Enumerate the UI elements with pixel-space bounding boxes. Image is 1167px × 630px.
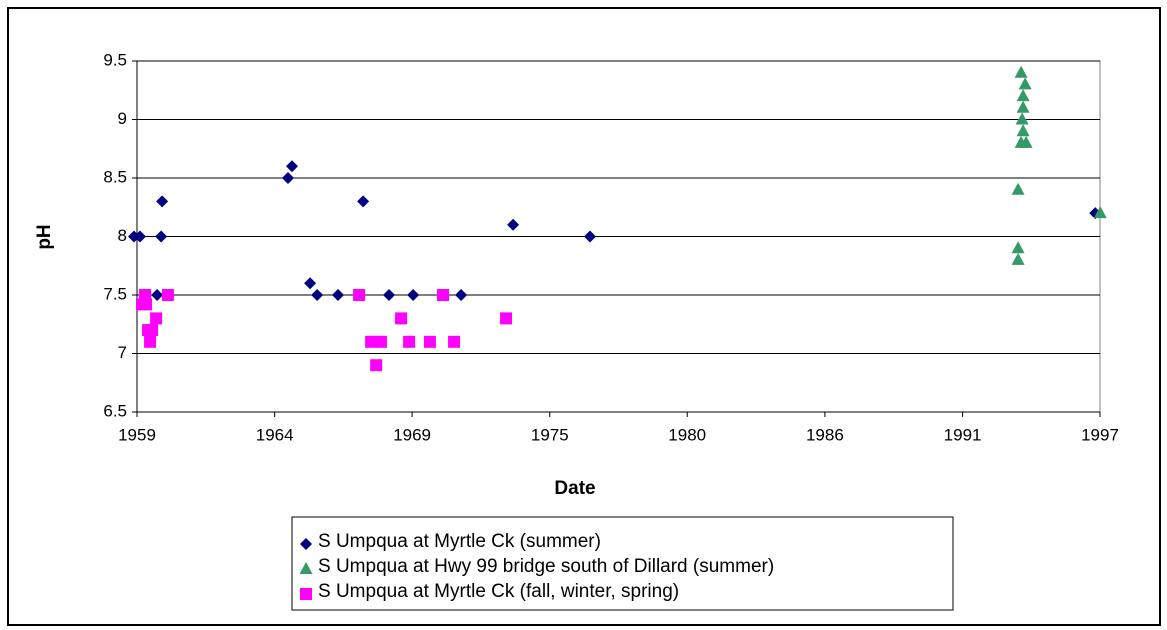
data-point xyxy=(374,335,387,348)
legend-marker xyxy=(300,538,312,550)
legend-label: S Umpqua at Myrtle Ck (summer) xyxy=(318,531,601,552)
x-tick-label: 1959 xyxy=(118,425,156,444)
y-tick-label: 7.5 xyxy=(103,284,127,303)
data-point xyxy=(448,335,461,348)
data-point xyxy=(140,298,153,311)
x-tick-label: 1997 xyxy=(1081,425,1119,444)
data-point xyxy=(437,289,450,301)
data-point xyxy=(403,335,416,348)
x-tick-label: 1986 xyxy=(806,425,844,444)
data-point xyxy=(281,172,294,184)
legend-marker xyxy=(300,588,312,600)
data-point xyxy=(161,289,174,301)
data-point xyxy=(370,359,383,372)
data-point xyxy=(365,335,378,348)
data-point xyxy=(407,289,420,301)
data-point xyxy=(331,289,344,301)
y-tick-label: 7 xyxy=(118,343,127,362)
x-tick-label: 1980 xyxy=(668,425,706,444)
data-point xyxy=(507,218,520,231)
data-point xyxy=(1093,206,1107,219)
data-point xyxy=(156,195,169,208)
data-point xyxy=(1016,100,1030,113)
data-point xyxy=(1016,124,1030,137)
y-tick-label: 9 xyxy=(118,109,127,128)
data-point xyxy=(151,289,164,301)
data-point xyxy=(155,230,168,243)
y-tick-label: 8.5 xyxy=(103,167,127,186)
data-point xyxy=(1019,135,1033,148)
data-point xyxy=(127,230,140,243)
legend-label: S Umpqua at Myrtle Ck (fall, winter, spr… xyxy=(318,581,679,602)
y-tick-label: 9.5 xyxy=(103,50,127,69)
data-point xyxy=(500,312,513,325)
data-point xyxy=(583,230,596,243)
data-point xyxy=(150,312,163,325)
y-tick-label: 6.5 xyxy=(103,401,127,420)
data-point xyxy=(423,335,436,348)
data-point xyxy=(455,289,468,301)
data-point xyxy=(304,277,317,290)
x-tick-label: 1969 xyxy=(393,425,431,444)
data-point xyxy=(353,289,366,301)
data-point xyxy=(1011,252,1025,265)
data-point xyxy=(1011,241,1025,254)
x-tick-label: 1975 xyxy=(531,425,569,444)
data-point xyxy=(1016,89,1030,102)
data-point xyxy=(1011,182,1025,195)
data-point xyxy=(286,160,299,173)
y-tick-label: 8 xyxy=(118,226,127,245)
data-point xyxy=(311,289,324,301)
data-point xyxy=(1015,112,1029,125)
legend-label: S Umpqua at Hwy 99 bridge south of Dilla… xyxy=(318,556,774,577)
x-axis-label: Date xyxy=(554,478,595,499)
legend-marker xyxy=(299,562,313,574)
data-point xyxy=(357,195,370,208)
data-point xyxy=(1018,77,1032,90)
data-point xyxy=(1014,65,1028,78)
x-tick-label: 1964 xyxy=(256,425,294,444)
data-point xyxy=(144,335,157,348)
x-tick-label: 1991 xyxy=(944,425,982,444)
legend-box xyxy=(291,516,954,611)
data-point xyxy=(139,289,152,301)
data-point xyxy=(395,312,408,325)
data-point xyxy=(382,289,395,301)
data-point xyxy=(146,324,159,337)
data-point xyxy=(134,230,147,243)
y-axis-label: pH xyxy=(34,224,55,249)
